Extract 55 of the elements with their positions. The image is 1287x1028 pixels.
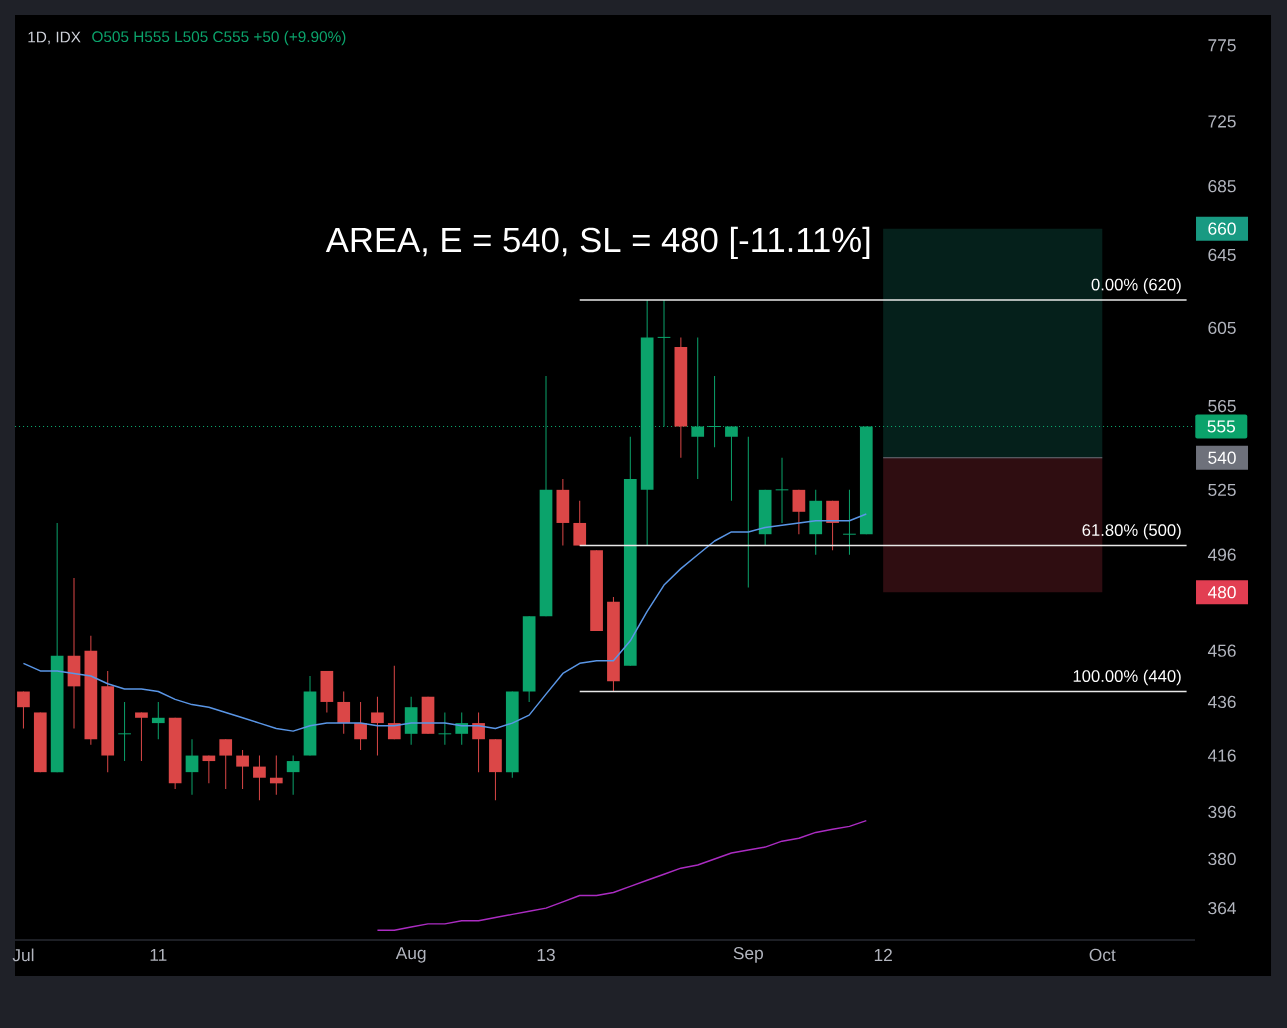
y-tick-label: 685 xyxy=(1208,180,1236,193)
y-tick-label: 645 xyxy=(1208,248,1236,262)
candlestick xyxy=(792,489,806,535)
candlestick xyxy=(842,489,857,556)
candlestick xyxy=(185,738,199,796)
candlestick xyxy=(286,755,300,796)
y-tick-label: 416 xyxy=(1207,749,1236,762)
line-series xyxy=(376,819,868,931)
y-tick-label: 605 xyxy=(1208,321,1236,335)
x-tick-label: Oct xyxy=(1089,948,1116,962)
y-tick-label: 456 xyxy=(1207,644,1236,657)
y-tick-label: 436 xyxy=(1207,695,1236,709)
y-tick-label: 525 xyxy=(1208,483,1236,496)
text: O505 H555 L505 C555 +50 (+9.90%) xyxy=(92,30,346,46)
candlestick xyxy=(387,665,401,740)
candlestick xyxy=(117,701,132,762)
x-tick-label: Jul xyxy=(12,948,34,962)
candlestick xyxy=(826,500,839,551)
candlestick xyxy=(236,749,249,790)
candlestick xyxy=(135,711,148,762)
text: 1D, IDX xyxy=(28,31,81,45)
candlestick xyxy=(573,500,587,547)
candlestick xyxy=(472,711,485,773)
x-tick-label: 13 xyxy=(537,948,555,962)
ref-line-label: 555 xyxy=(1207,420,1235,433)
y-tick-label: 540 xyxy=(1208,451,1236,464)
candlestick xyxy=(775,457,789,524)
x-tick-label: 11 xyxy=(150,948,167,961)
candlestick xyxy=(657,299,671,427)
annotation: 61.80% (500) xyxy=(1082,523,1181,540)
y-tick-label: 660 xyxy=(1208,222,1236,235)
annotation: 0.00% (620) xyxy=(1091,278,1181,294)
x-tick-label: Aug xyxy=(395,947,426,963)
y-tick-label: 396 xyxy=(1208,805,1236,819)
candlestick xyxy=(269,755,283,796)
y-tick-label: 364 xyxy=(1208,901,1236,915)
candlestick xyxy=(17,691,30,729)
candlestick xyxy=(707,375,722,448)
y-tick-label: 565 xyxy=(1208,399,1236,413)
annotation: 100.00% (440) xyxy=(1073,669,1181,686)
y-tick-label: 380 xyxy=(1208,852,1236,866)
y-tick-label: 496 xyxy=(1207,548,1236,561)
candlestick xyxy=(253,755,266,801)
candlestick xyxy=(354,701,367,751)
candlestick xyxy=(151,701,165,740)
x-tick-label: 12 xyxy=(874,948,892,961)
x-tick-label: Sep xyxy=(733,947,763,963)
candlestick xyxy=(438,711,452,746)
candlestick xyxy=(337,691,351,735)
candlestick xyxy=(371,696,384,757)
y-tick-label: 775 xyxy=(1208,39,1236,52)
candlestick xyxy=(219,738,233,790)
y-tick-label: 480 xyxy=(1207,586,1236,599)
y-tick-label: 725 xyxy=(1208,115,1236,128)
annotation: AREA, E = 540, SL = 480 [-11.11%] xyxy=(325,226,870,260)
